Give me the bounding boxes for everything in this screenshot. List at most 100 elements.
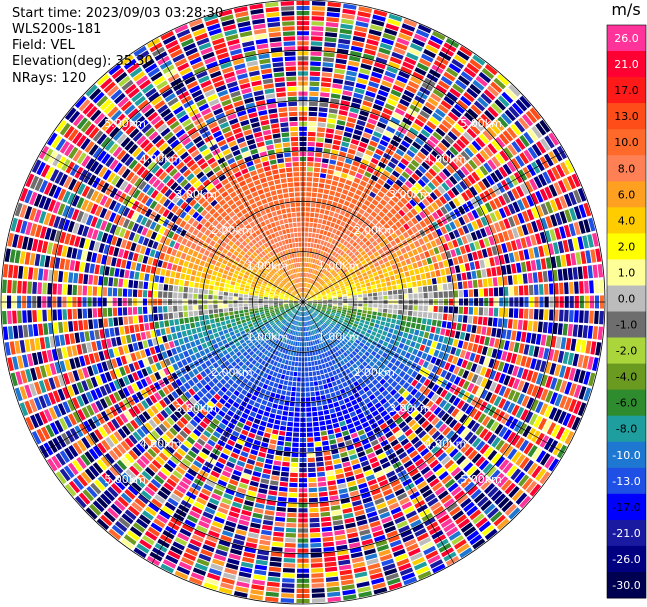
velocity-cell <box>258 351 263 357</box>
velocity-cell <box>250 316 256 320</box>
velocity-cell <box>498 195 507 206</box>
velocity-cell <box>423 331 430 339</box>
velocity-cell <box>463 91 475 103</box>
velocity-cell <box>273 460 282 466</box>
velocity-cell <box>356 271 362 276</box>
velocity-cell <box>223 493 234 501</box>
velocity-cell <box>282 385 288 391</box>
velocity-cell <box>493 234 500 244</box>
velocity-cell <box>397 200 405 208</box>
velocity-cell <box>297 321 300 326</box>
velocity-cell <box>186 436 196 445</box>
velocity-cell <box>307 442 314 447</box>
velocity-cell <box>382 330 388 336</box>
velocity-cell <box>474 354 481 364</box>
velocity-cell <box>440 226 448 235</box>
velocity-cell <box>407 250 414 258</box>
velocity-cell <box>402 310 408 316</box>
velocity-cell <box>312 313 316 318</box>
velocity-cell <box>402 315 407 321</box>
velocity-cell <box>423 124 434 134</box>
velocity-cell <box>320 359 325 364</box>
velocity-cell <box>448 306 453 314</box>
velocity-cell <box>321 246 326 251</box>
velocity-cell <box>315 309 320 313</box>
velocity-cell <box>236 581 250 588</box>
velocity-cell <box>355 244 361 250</box>
velocity-cell <box>410 275 416 282</box>
velocity-cell <box>323 357 328 363</box>
velocity-cell <box>369 191 377 198</box>
velocity-cell <box>521 113 534 127</box>
velocity-cell <box>311 361 315 366</box>
velocity-cell <box>333 139 341 146</box>
velocity-cell <box>358 6 373 13</box>
velocity-cell <box>369 334 375 340</box>
velocity-cell <box>362 310 367 314</box>
velocity-cell <box>358 371 365 377</box>
velocity-cell <box>365 43 378 51</box>
velocity-cell <box>330 376 336 382</box>
velocity-cell <box>325 265 330 270</box>
velocity-cell <box>393 443 402 451</box>
velocity-cell <box>483 357 491 367</box>
velocity-cell <box>467 342 474 352</box>
velocity-cell <box>436 209 444 218</box>
velocity-cell <box>368 296 373 300</box>
velocity-cell <box>279 347 284 353</box>
velocity-cell <box>508 507 521 520</box>
velocity-cell <box>487 85 499 97</box>
velocity-cell <box>327 273 332 278</box>
velocity-cell <box>257 493 267 499</box>
velocity-cell <box>475 425 485 436</box>
velocity-cell <box>314 329 318 334</box>
velocity-cell <box>49 422 60 435</box>
velocity-cell <box>308 321 311 326</box>
velocity-cell <box>275 450 283 456</box>
velocity-cell <box>395 368 402 375</box>
velocity-cell <box>165 445 175 454</box>
velocity-cell <box>282 456 291 462</box>
velocity-cell <box>230 394 237 401</box>
velocity-cell <box>326 310 331 314</box>
velocity-cell <box>277 321 281 326</box>
velocity-cell <box>444 362 451 371</box>
velocity-cell <box>331 88 342 94</box>
velocity-cell <box>308 487 318 493</box>
velocity-cell <box>370 386 378 393</box>
velocity-cell <box>291 346 295 351</box>
velocity-cell <box>238 361 244 367</box>
velocity-cell <box>494 383 502 394</box>
velocity-cell <box>334 283 339 287</box>
velocity-cell <box>351 314 356 318</box>
velocity-cell <box>537 321 543 333</box>
velocity-cell <box>310 66 321 72</box>
velocity-cell <box>268 566 281 572</box>
velocity-cell <box>328 371 334 377</box>
velocity-cell <box>273 317 278 322</box>
velocity-cell <box>271 313 276 317</box>
velocity-cell <box>269 320 274 325</box>
velocity-cell <box>368 435 377 442</box>
velocity-cell <box>364 127 374 135</box>
velocity-cell <box>308 283 311 288</box>
velocity-cell <box>435 127 446 137</box>
velocity-cell <box>239 434 247 441</box>
velocity-cell <box>422 312 428 318</box>
velocity-cell <box>307 167 313 172</box>
velocity-cell <box>403 402 412 411</box>
velocity-cell <box>407 288 413 294</box>
velocity-cell <box>396 250 402 257</box>
velocity-cell <box>413 293 418 299</box>
velocity-cell <box>104 371 112 382</box>
velocity-cell <box>443 192 452 202</box>
velocity-cell <box>563 193 573 207</box>
velocity-cell <box>529 413 538 426</box>
velocity-cell <box>478 307 484 316</box>
velocity-cell <box>329 211 335 217</box>
velocity-cell <box>406 131 416 140</box>
velocity-cell <box>439 195 447 205</box>
velocity-cell <box>241 509 252 517</box>
velocity-cell <box>379 241 385 248</box>
velocity-cell <box>142 411 151 421</box>
